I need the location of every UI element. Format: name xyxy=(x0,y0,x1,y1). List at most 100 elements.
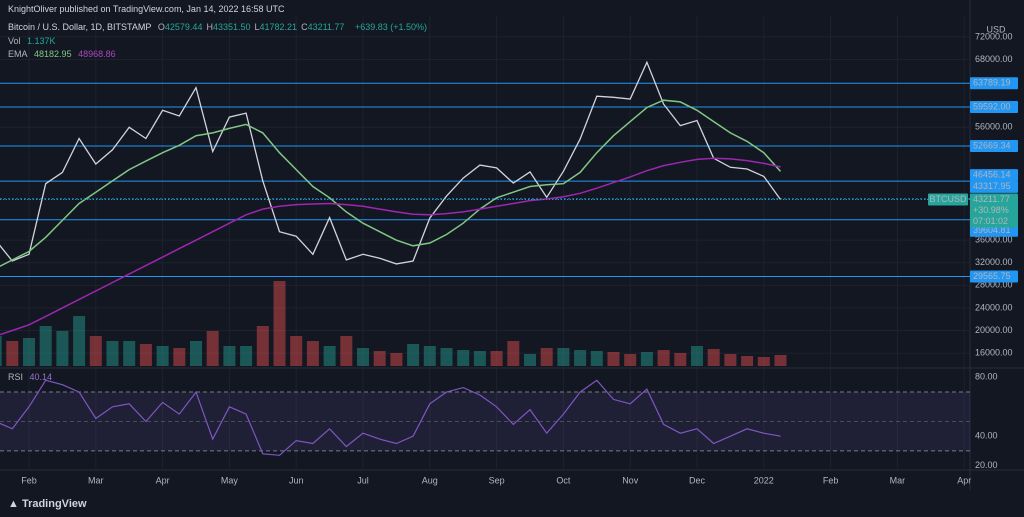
volume-bar xyxy=(440,348,453,366)
volume-bar xyxy=(39,326,52,366)
volume-bar xyxy=(457,350,470,366)
x-tick-label: Mar xyxy=(890,475,906,485)
y-tick-label: 72000.00 xyxy=(975,31,1013,41)
level-label: 43317.95 xyxy=(973,181,1011,191)
volume-bar xyxy=(6,341,19,366)
ema-line xyxy=(0,157,781,336)
volume-bar xyxy=(423,346,436,366)
volume-bar xyxy=(223,346,236,366)
volume-bar xyxy=(390,353,403,366)
volume-bar xyxy=(540,348,553,366)
y-tick-label: 56000.00 xyxy=(975,122,1013,132)
x-tick-label: Feb xyxy=(823,475,839,485)
symbol-tag: BTCUSD xyxy=(929,194,967,204)
y-tick-label: 16000.00 xyxy=(975,347,1013,357)
x-tick-label: Sep xyxy=(489,475,505,485)
ohlc-value: 43351.50 xyxy=(212,22,251,32)
volume-bar xyxy=(557,348,570,366)
volume-bar xyxy=(56,331,69,366)
publisher: KnightOliver published on TradingView.co… xyxy=(8,4,285,14)
last-timer: 07:01:02 xyxy=(973,216,1008,226)
volume-bar xyxy=(106,341,119,366)
ohlc-value: 42579.44 xyxy=(164,22,203,32)
volume-bar xyxy=(373,351,386,366)
volume-bar xyxy=(240,346,253,366)
x-tick-label: Feb xyxy=(21,475,37,485)
volume-bar xyxy=(206,331,219,366)
volume-bar xyxy=(624,354,637,366)
y-tick-label: 28000.00 xyxy=(975,280,1013,290)
footer-bar xyxy=(0,490,1024,517)
volume-bar xyxy=(490,351,503,366)
x-tick-label: Mar xyxy=(88,475,104,485)
y-tick-label: 68000.00 xyxy=(975,54,1013,64)
x-tick-label: Apr xyxy=(156,475,170,485)
volume-bar xyxy=(323,346,336,366)
level-label-bg xyxy=(970,169,1018,182)
change: +639.83 (+1.50%) xyxy=(354,22,428,32)
ohlc-key: L xyxy=(254,22,260,32)
x-tick-label: Jun xyxy=(289,475,304,485)
volume-bar xyxy=(640,352,653,366)
level-label-bg xyxy=(970,100,1018,113)
ema-line xyxy=(0,99,782,268)
volume-bar xyxy=(139,344,152,366)
level-label: 46456.14 xyxy=(973,170,1011,180)
ohlc-key: C xyxy=(301,22,308,32)
volume-bar xyxy=(0,336,2,366)
volume-bar xyxy=(407,344,420,366)
last-price-bg xyxy=(970,193,1018,228)
last-change: +30.98% xyxy=(973,205,1009,215)
level-label: 39604.81 xyxy=(973,225,1011,235)
vol-value: 1.137K xyxy=(27,36,56,46)
x-tick-label: Jul xyxy=(357,475,369,485)
volume-bar xyxy=(340,336,353,366)
level-label-bg xyxy=(970,140,1018,153)
ohlc-key: O xyxy=(157,22,165,32)
level-label: 63789.19 xyxy=(973,78,1011,88)
volume-bar xyxy=(574,350,587,366)
ema-value: 48968.86 xyxy=(78,49,116,59)
x-tick-label: 2022 xyxy=(754,475,774,485)
plot-area xyxy=(0,16,970,470)
volume-bar xyxy=(524,354,536,366)
ohlc: O42579.44 H43351.50 L41782.21 C43211.77 xyxy=(158,22,349,32)
x-tick-label: Dec xyxy=(689,475,706,485)
x-tick-label: Aug xyxy=(422,475,438,485)
y-tick-label: 24000.00 xyxy=(975,302,1013,312)
volume-bar xyxy=(123,341,136,366)
x-tick-label: Oct xyxy=(556,475,571,485)
volume-bar xyxy=(173,348,186,366)
ema-line: EMA 48182.95 48968.86 xyxy=(8,49,120,59)
x-tick-label: May xyxy=(221,475,239,485)
level-label: 59592.00 xyxy=(973,101,1011,111)
volume-bar xyxy=(590,351,603,366)
volume-bar xyxy=(741,356,754,366)
volume-bar xyxy=(707,349,720,366)
level-label-bg xyxy=(970,224,1018,237)
volume-bar xyxy=(23,338,35,366)
volume-bar xyxy=(290,336,303,366)
y-tick-label: 36000.00 xyxy=(975,235,1013,245)
volume-bar xyxy=(607,352,620,366)
volume-bar xyxy=(774,355,787,366)
ema-value: 48182.95 xyxy=(34,49,72,59)
volume-bar xyxy=(473,351,486,366)
brand-text: TradingView xyxy=(21,498,87,510)
level-label: 29565.75 xyxy=(973,271,1011,281)
rsi-tick-label: 20.00 xyxy=(975,460,998,470)
level-label-bg xyxy=(970,180,1018,193)
volume-bar xyxy=(357,348,369,366)
volume-bar xyxy=(691,346,703,366)
ema-label: EMA xyxy=(8,49,28,59)
ohlc-value: 43211.77 xyxy=(307,22,345,32)
rsi-tick-label: 40.00 xyxy=(975,431,998,441)
rsi-line xyxy=(0,379,781,456)
volume-bar xyxy=(190,341,202,366)
volume-bar xyxy=(507,341,520,366)
ohlc-key: H xyxy=(206,22,213,32)
volume-bar xyxy=(273,281,286,366)
unit-label: USD xyxy=(986,24,1006,34)
